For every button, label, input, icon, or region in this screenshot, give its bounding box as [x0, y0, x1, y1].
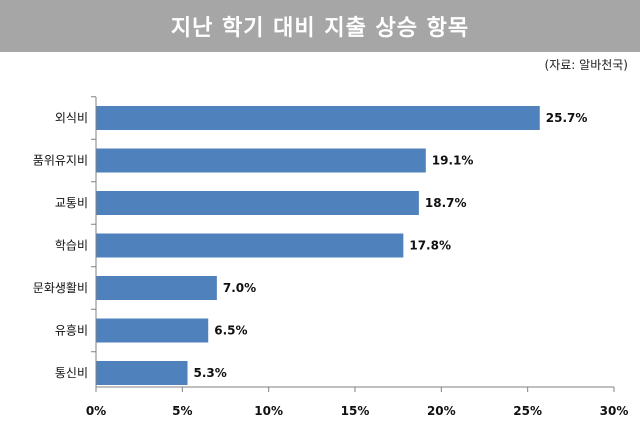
- value-label-5: 6.5%: [214, 324, 247, 338]
- bar-0: [96, 106, 540, 130]
- source-note: (자료: 알바천국): [544, 58, 628, 72]
- category-label-4: 문화생활비: [33, 281, 88, 295]
- x-tick-label-0: 0%: [86, 404, 106, 418]
- value-label-3: 17.8%: [409, 239, 451, 253]
- bar-3: [96, 233, 404, 258]
- bar-1: [96, 148, 426, 173]
- title-bar: 지난 학기 대비 지출 상승 항목: [0, 0, 640, 52]
- category-label-6: 통신비: [55, 366, 88, 380]
- category-label-1: 품위유지비: [33, 154, 88, 168]
- x-tick-label-6: 30%: [600, 404, 629, 418]
- value-label-6: 5.3%: [194, 366, 227, 380]
- category-label-3: 학습비: [55, 239, 88, 253]
- value-label-1: 19.1%: [432, 154, 474, 168]
- bar-4: [96, 276, 217, 300]
- x-tick-label-3: 15%: [341, 404, 370, 418]
- x-tick-label-5: 25%: [513, 404, 542, 418]
- value-label-0: 25.7%: [546, 111, 588, 125]
- bar-2: [96, 191, 419, 215]
- bar-5: [96, 318, 209, 343]
- category-label-0: 외식비: [55, 111, 88, 125]
- bar-6: [96, 361, 188, 385]
- chart-title: 지난 학기 대비 지출 상승 항목: [170, 16, 470, 41]
- x-tick-label-1: 5%: [172, 404, 192, 418]
- category-label-5: 유흥비: [55, 324, 88, 338]
- value-label-2: 18.7%: [425, 196, 467, 210]
- category-label-2: 교통비: [55, 196, 88, 210]
- x-tick-label-4: 20%: [427, 404, 456, 418]
- x-tick-label-2: 10%: [254, 404, 283, 418]
- value-label-4: 7.0%: [223, 281, 256, 295]
